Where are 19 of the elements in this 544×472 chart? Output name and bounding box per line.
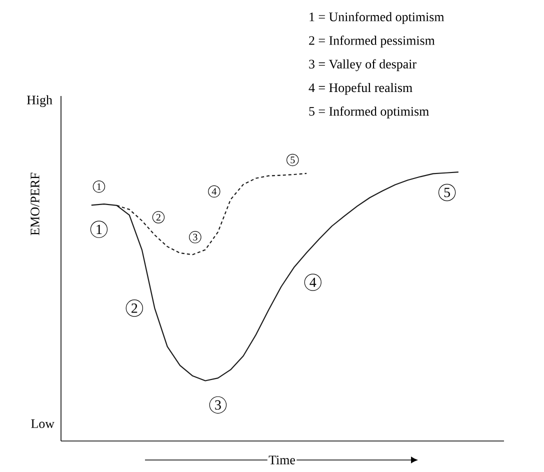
annotation: 1 [96,224,102,234]
x-axis-title: Time [268,456,295,464]
annotation: 2 [156,214,160,221]
annotation: 3 [215,400,221,410]
annotation: 2 [132,304,138,313]
annotation: 5 [444,188,450,198]
y-axis-title: EMO/PERF [30,172,40,236]
text: Low [31,419,54,428]
text: 2 = Informed pessimism [309,36,435,48]
annotation: 4 [310,278,316,287]
annotation: 1 [97,183,101,190]
annotation: 3 [193,234,198,240]
annotation: 4 [212,188,216,195]
text: High [26,95,52,108]
text: 3 = Valley of despair [309,59,416,72]
text: 1 = Uninformed optimism [310,12,444,24]
text: 4 = Hopeful realism [308,82,412,95]
text: 5 = Informed optimism [309,106,429,118]
text: 5 [290,156,295,164]
